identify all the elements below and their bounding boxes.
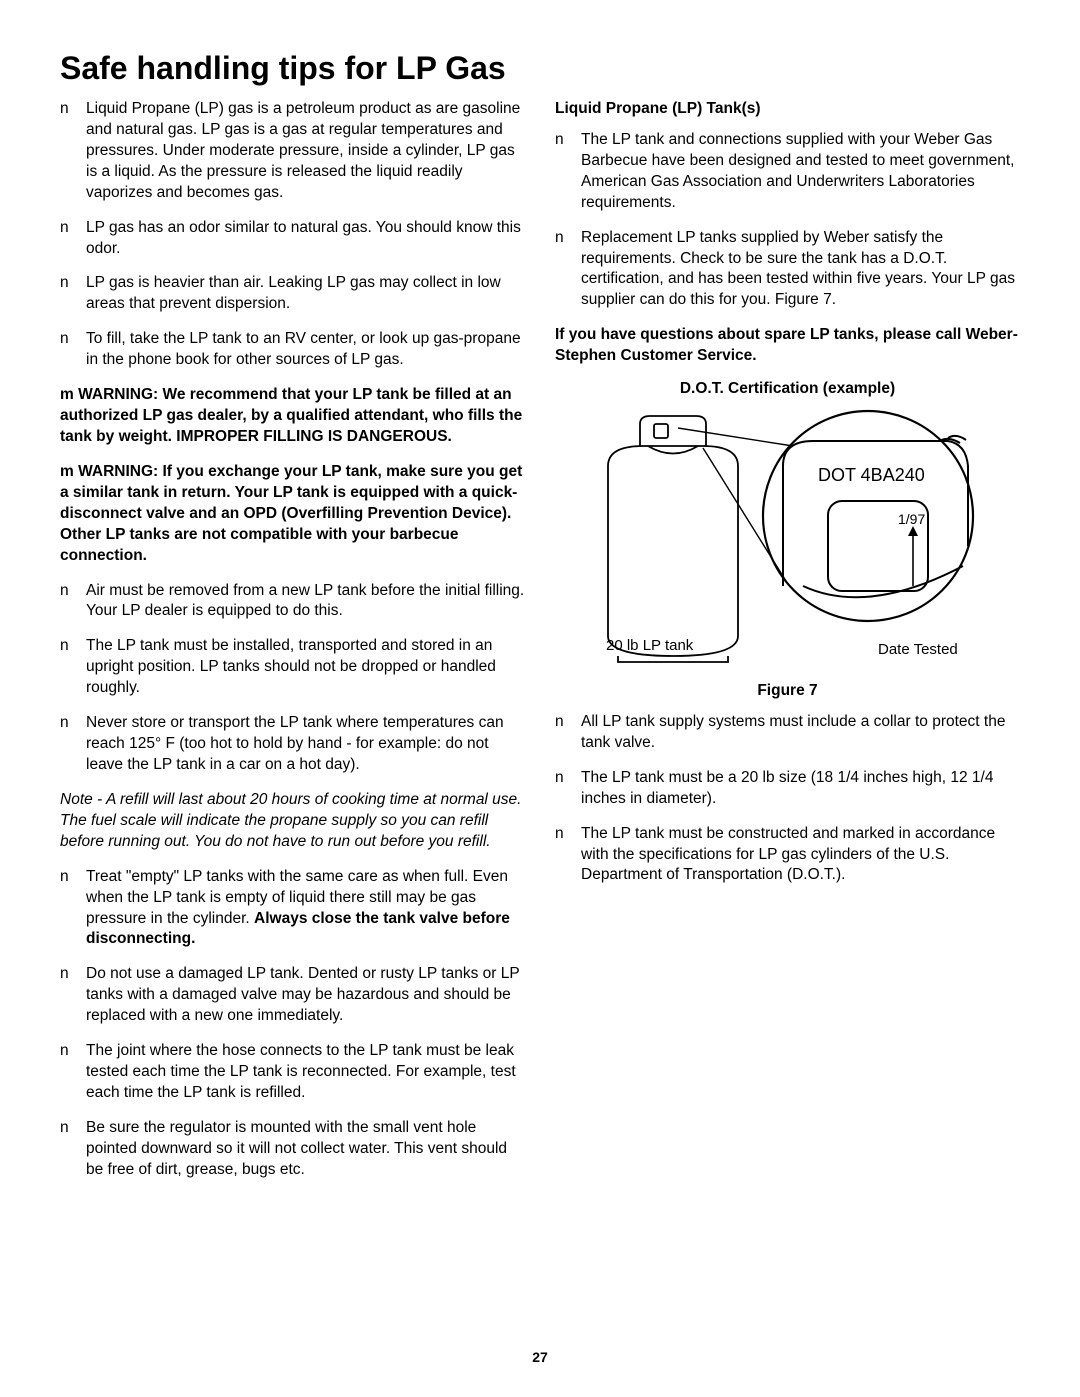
bullet-item: n The LP tank and connections supplied w… (555, 130, 1020, 214)
bullet-item: n LP gas has an odor similar to natural … (60, 218, 525, 260)
warning-block: m WARNING: We recommend that your LP tan… (60, 385, 525, 448)
bullet-text: The LP tank must be constructed and mark… (581, 824, 1020, 887)
bullet-text: LP gas has an odor similar to natural ga… (86, 218, 525, 260)
tank-label: 20 lb LP tank (606, 637, 694, 654)
page-number: 27 (0, 1349, 1080, 1365)
warn-glyph: m (60, 463, 74, 480)
bullet-text: Liquid Propane (LP) gas is a petroleum p… (86, 99, 525, 204)
page: Safe handling tips for LP Gas n Liquid P… (0, 0, 1080, 1235)
warning-text: WARNING: If you exchange your LP tank, m… (60, 463, 522, 564)
bullet-item: n The LP tank must be installed, transpo… (60, 636, 525, 699)
bullet-item: n Air must be removed from a new LP tank… (60, 581, 525, 623)
bullet-text: Air must be removed from a new LP tank b… (86, 581, 525, 623)
bullet-glyph: n (60, 1118, 86, 1181)
note-block: Note - A refill will last about 20 hours… (60, 790, 525, 853)
bullet-item: n LP gas is heavier than air. Leaking LP… (60, 273, 525, 315)
dot-certification-figure: DOT 4BA240 1/97 20 lb LP tank Date Teste… (568, 406, 1008, 666)
right-column: Liquid Propane (LP) Tank(s) n The LP tan… (555, 99, 1020, 1195)
bullet-text: The LP tank and connections supplied wit… (581, 130, 1020, 214)
bullet-text: The LP tank must be installed, transport… (86, 636, 525, 699)
bullet-text: The joint where the hose connects to the… (86, 1041, 525, 1104)
date-tested-label: Date Tested (878, 641, 958, 658)
bullet-text: Never store or transport the LP tank whe… (86, 713, 525, 776)
bullet-item: n Never store or transport the LP tank w… (60, 713, 525, 776)
left-column: n Liquid Propane (LP) gas is a petroleum… (60, 99, 525, 1195)
bullet-glyph: n (60, 218, 86, 260)
bullet-item: n All LP tank supply systems must includ… (555, 712, 1020, 754)
bullet-item: n Be sure the regulator is mounted with … (60, 1118, 525, 1181)
figure-caption: Figure 7 (555, 681, 1020, 702)
bullet-item: n Do not use a damaged LP tank. Dented o… (60, 964, 525, 1027)
warn-glyph: m (60, 386, 74, 403)
bullet-glyph: n (555, 130, 581, 214)
bullet-glyph: n (555, 824, 581, 887)
warning-block: m WARNING: If you exchange your LP tank,… (60, 462, 525, 567)
figure-title: D.O.T. Certification (example) (555, 379, 1020, 400)
bullet-glyph: n (60, 636, 86, 699)
bullet-item: n Treat "empty" LP tanks with the same c… (60, 867, 525, 951)
bullet-text: The LP tank must be a 20 lb size (18 1/4… (581, 768, 1020, 810)
bullet-glyph: n (60, 964, 86, 1027)
two-column-layout: n Liquid Propane (LP) gas is a petroleum… (60, 99, 1020, 1195)
bullet-item: n The LP tank must be constructed and ma… (555, 824, 1020, 887)
bullet-text: Do not use a damaged LP tank. Dented or … (86, 964, 525, 1027)
figure-wrap: DOT 4BA240 1/97 20 lb LP tank Date Teste… (568, 406, 1008, 673)
dot-label: DOT 4BA240 (818, 465, 925, 485)
section-heading: Liquid Propane (LP) Tank(s) (555, 99, 1020, 120)
bullet-text: Be sure the regulator is mounted with th… (86, 1118, 525, 1181)
bullet-glyph: n (60, 713, 86, 776)
bullet-item: n To fill, take the LP tank to an RV cen… (60, 329, 525, 371)
questions-notice: If you have questions about spare LP tan… (555, 325, 1020, 367)
bullet-glyph: n (60, 273, 86, 315)
bullet-item: n The joint where the hose connects to t… (60, 1041, 525, 1104)
bullet-text: To fill, take the LP tank to an RV cente… (86, 329, 525, 371)
bullet-glyph: n (60, 329, 86, 371)
bullet-glyph: n (60, 581, 86, 623)
bullet-text: Treat "empty" LP tanks with the same car… (86, 867, 525, 951)
bullet-item: n Liquid Propane (LP) gas is a petroleum… (60, 99, 525, 204)
bullet-text: All LP tank supply systems must include … (581, 712, 1020, 754)
bullet-text: LP gas is heavier than air. Leaking LP g… (86, 273, 525, 315)
date-inner: 1/97 (898, 511, 925, 527)
bullet-glyph: n (60, 1041, 86, 1104)
bullet-item: n The LP tank must be a 20 lb size (18 1… (555, 768, 1020, 810)
page-title: Safe handling tips for LP Gas (60, 50, 1020, 87)
bullet-glyph: n (555, 228, 581, 312)
bullet-glyph: n (60, 99, 86, 204)
bullet-item: n Replacement LP tanks supplied by Weber… (555, 228, 1020, 312)
warning-text: WARNING: We recommend that your LP tank … (60, 386, 522, 445)
bullet-text: Replacement LP tanks supplied by Weber s… (581, 228, 1020, 312)
bullet-glyph: n (555, 712, 581, 754)
bullet-glyph: n (555, 768, 581, 810)
bullet-glyph: n (60, 867, 86, 951)
